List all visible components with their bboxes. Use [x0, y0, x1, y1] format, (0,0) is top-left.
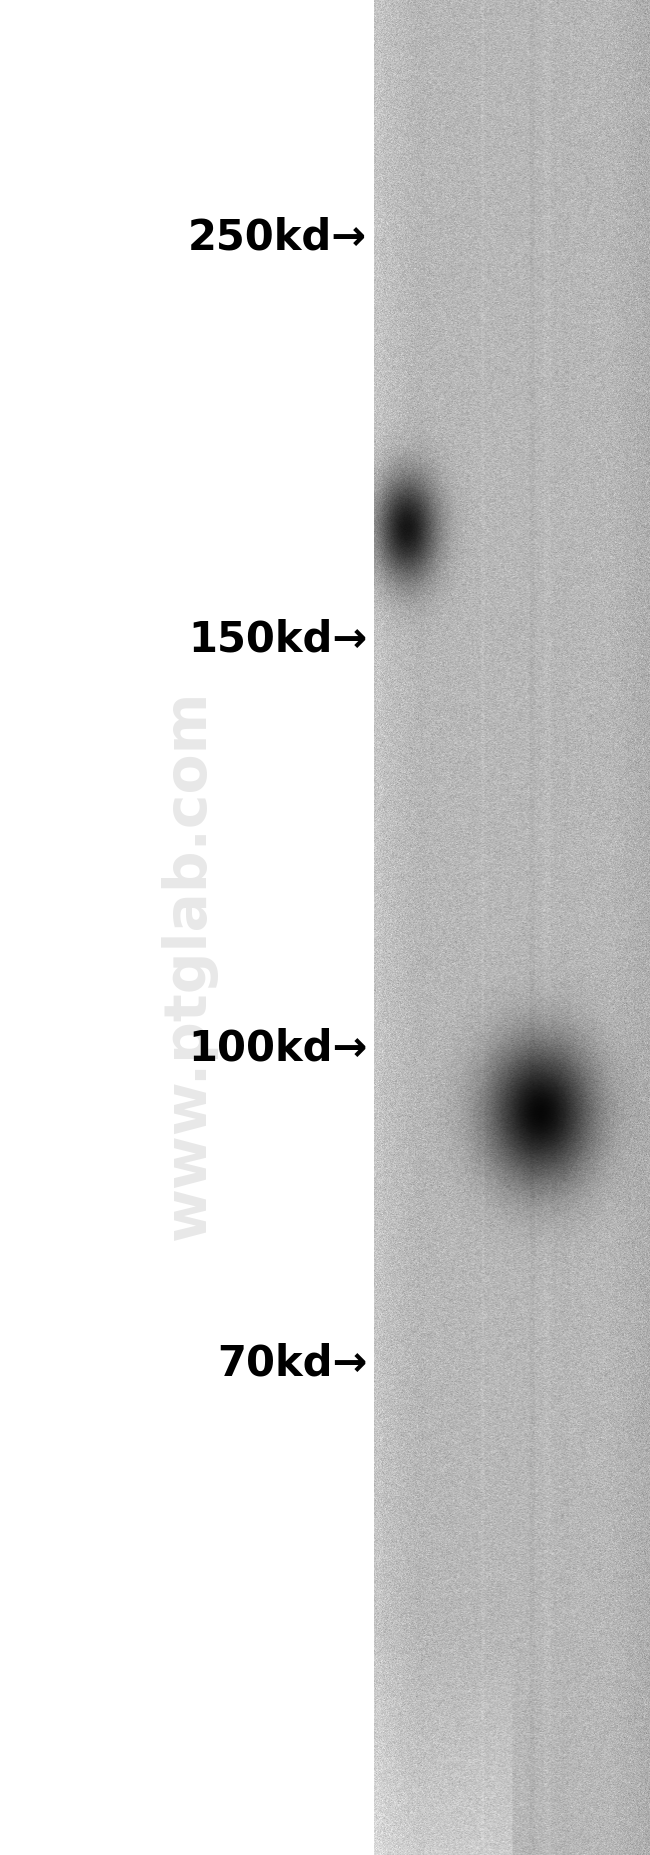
- Text: www.ptglab.com: www.ptglab.com: [160, 690, 217, 1239]
- Text: 150kd→: 150kd→: [188, 620, 367, 660]
- Text: 100kd→: 100kd→: [188, 1028, 367, 1068]
- Text: 250kd→: 250kd→: [188, 217, 367, 258]
- Text: 70kd→: 70kd→: [217, 1343, 367, 1384]
